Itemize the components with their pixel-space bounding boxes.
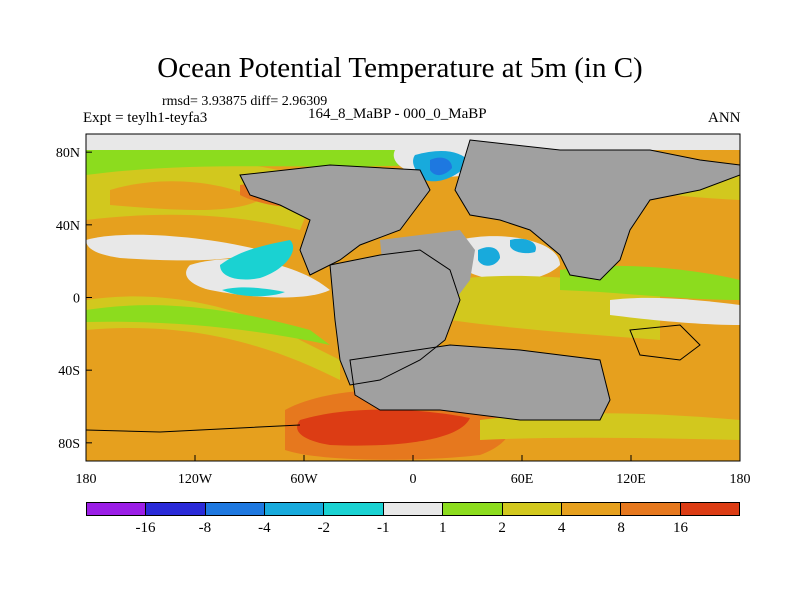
x-tick-label: 60W xyxy=(290,472,318,487)
y-tick-label: 80S xyxy=(58,437,80,452)
land-masses xyxy=(240,140,740,420)
colorbar-swatch xyxy=(383,503,444,515)
y-axis-ticks: 80N 40N 0 40S 80S xyxy=(56,146,92,452)
red-zone xyxy=(297,409,470,446)
dark-blue-zone xyxy=(430,157,452,176)
x-tick-label: 60E xyxy=(511,472,534,487)
cyan-zone xyxy=(220,240,294,280)
stats-label: rmsd= 3.93875 diff= 2.96309 xyxy=(162,94,328,109)
colorbar-swatch xyxy=(561,503,622,515)
experiment-label: Expt = teylh1-teyfa3 xyxy=(83,110,208,126)
subtitle-label: 164_8_MaBP - 000_0_MaBP xyxy=(308,106,487,122)
colorbar-swatch xyxy=(87,503,147,515)
colorbar-swatch xyxy=(265,503,325,515)
x-tick-label: 180 xyxy=(730,472,751,487)
orange-zone xyxy=(640,194,740,230)
colorbar-level-label: 8 xyxy=(617,520,625,536)
x-tick-label: 180 xyxy=(76,472,97,487)
colorbar-level-label: -16 xyxy=(135,520,156,536)
green-zone xyxy=(86,305,330,345)
green-zone xyxy=(86,150,420,175)
land-north-america xyxy=(240,165,430,275)
polar-white xyxy=(86,134,740,150)
colorbar-swatch xyxy=(502,503,562,515)
colorbar-level-label: 16 xyxy=(673,520,689,536)
y-tick-label: 0 xyxy=(73,292,80,307)
colorbar-level-label: -2 xyxy=(317,520,331,536)
land-africa xyxy=(380,230,475,345)
colorbar xyxy=(86,502,740,516)
colorbar-level-label: 2 xyxy=(498,520,506,536)
x-axis-ticks: 180 120W 60W 0 60E 120E 180 xyxy=(76,455,751,487)
white-zone xyxy=(86,234,260,261)
y-tick-label: 40S xyxy=(58,364,80,379)
colorbar-level-label: -4 xyxy=(258,520,271,536)
colorbar-level-label: 1 xyxy=(438,520,447,536)
x-tick-label: 120E xyxy=(616,472,646,487)
colorbar-swatch xyxy=(621,503,681,515)
colorbar-swatch xyxy=(146,503,206,515)
blue-zone xyxy=(478,247,500,266)
white-zone xyxy=(610,297,740,325)
blue-zone xyxy=(510,238,536,254)
cyan-zone xyxy=(222,287,285,297)
x-tick-label: 120W xyxy=(178,472,213,487)
coastlines xyxy=(86,139,740,433)
map-field xyxy=(86,134,740,461)
colorbar-swatch xyxy=(324,503,384,515)
colorbar-swatch xyxy=(443,503,503,515)
season-label: ANN xyxy=(708,110,741,126)
colorbar-level-label: -1 xyxy=(377,520,390,536)
colorbar-swatch xyxy=(680,503,739,515)
colorbar-swatch xyxy=(205,503,266,515)
chart-title: Ocean Potential Temperature at 5m (in C) xyxy=(157,52,643,84)
x-tick-label: 0 xyxy=(410,472,417,487)
orange-zone xyxy=(110,181,260,210)
colorbar-level-label: -8 xyxy=(198,520,212,536)
y-tick-label: 40N xyxy=(56,219,80,234)
y-tick-label: 80N xyxy=(56,146,80,161)
land-northeast-asia xyxy=(660,160,720,185)
colorbar-level-label: 4 xyxy=(557,520,566,536)
land-antarctica xyxy=(350,345,610,420)
